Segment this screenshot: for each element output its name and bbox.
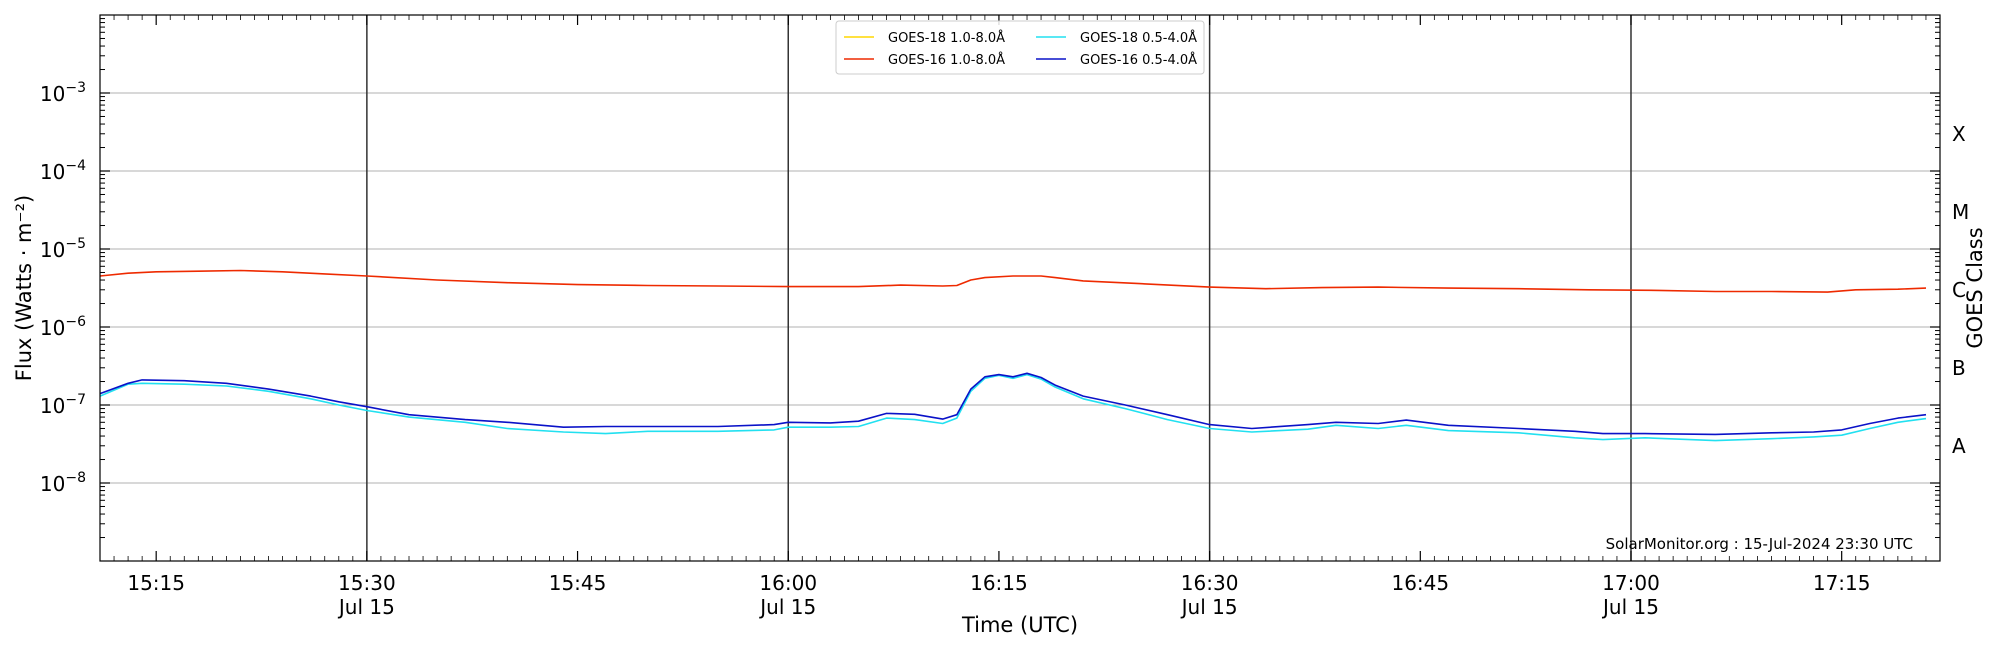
y-tick-base: 10 (40, 394, 65, 418)
goes-class-label: M (1952, 200, 1969, 224)
x-tick-label: 16:30 (1181, 571, 1239, 595)
y-tick-base: 10 (40, 472, 65, 496)
y-tick-exponent: −4 (65, 158, 86, 174)
y-tick-exponent: −8 (65, 470, 86, 486)
series-layer (99, 269, 1927, 442)
x-axis-title: Time (UTC) (961, 613, 1078, 637)
y-tick-label: 10−8 (40, 470, 86, 496)
y-tick-exponent: −7 (65, 392, 86, 408)
y-tick-label: 10−4 (40, 158, 86, 184)
legend-box (835, 20, 1205, 75)
x-tick-label: 16:45 (1391, 571, 1449, 595)
y-tick-label: 10−3 (40, 80, 86, 106)
legend-label: GOES-18 0.5-4.0Å (1080, 30, 1197, 46)
series-line-goes-16-0-5-4-0- (99, 372, 1927, 436)
goes-class-axis-title: GOES Class (1963, 227, 1987, 348)
y-axis-title: Flux (Watts · m⁻²) (12, 195, 36, 381)
x-tick-label: 15:15 (127, 571, 185, 595)
x-tick-label: 16:00 (759, 571, 817, 595)
x-tick-date-label: Jul 15 (758, 595, 816, 619)
y-tick-exponent: −6 (65, 314, 86, 330)
x-tick-date-label: Jul 15 (1180, 595, 1238, 619)
plot-frame (99, 14, 1941, 562)
x-tick-date-label: Jul 15 (1601, 595, 1659, 619)
legend-label: GOES-18 1.0-8.0Å (888, 30, 1005, 46)
series-line-goes-16-1-0-8-0- (99, 269, 1927, 293)
x-tick-label: 17:15 (1813, 571, 1871, 595)
goes-class-axis: A B C M X (1952, 122, 1969, 458)
y-tick-exponent: −3 (65, 80, 86, 96)
legend: GOES-18 1.0-8.0Å GOES-16 1.0-8.0Å GOES-18 … (835, 20, 1205, 75)
x-tick-date-label: Jul 15 (337, 595, 395, 619)
y-tick-label: 10−6 (40, 314, 86, 340)
y-tick-base: 10 (40, 316, 65, 340)
goes-class-label: C (1952, 278, 1966, 302)
x-tick-label: 15:45 (549, 571, 607, 595)
y-tick-label: 10−7 (40, 392, 86, 418)
y-tick-base: 10 (40, 160, 65, 184)
goes-class-label: A (1952, 434, 1966, 458)
y-tick-exponent: −5 (65, 236, 86, 252)
legend-label: GOES-16 0.5-4.0Å (1080, 52, 1197, 68)
y-tick-base: 10 (40, 82, 65, 106)
vertical-lines-layer (366, 15, 1632, 561)
x-tick-label: 16:15 (970, 571, 1028, 595)
goes-class-label: X (1952, 122, 1966, 146)
y-tick-base: 10 (40, 238, 65, 262)
legend-label: GOES-16 1.0-8.0Å (888, 52, 1005, 68)
grid-layer (100, 92, 1940, 484)
x-tick-label: 15:30 (338, 571, 396, 595)
series-line-goes-18-0-5-4-0- (99, 373, 1927, 442)
goes-class-label: B (1952, 356, 1966, 380)
credit-text: SolarMonitor.org : 15-Jul-2024 23:30 UTC (1606, 535, 1913, 553)
y-axis: 10−810−710−610−510−410−3 (40, 18, 1940, 539)
x-tick-label: 17:00 (1602, 571, 1660, 595)
y-tick-label: 10−5 (40, 236, 86, 262)
